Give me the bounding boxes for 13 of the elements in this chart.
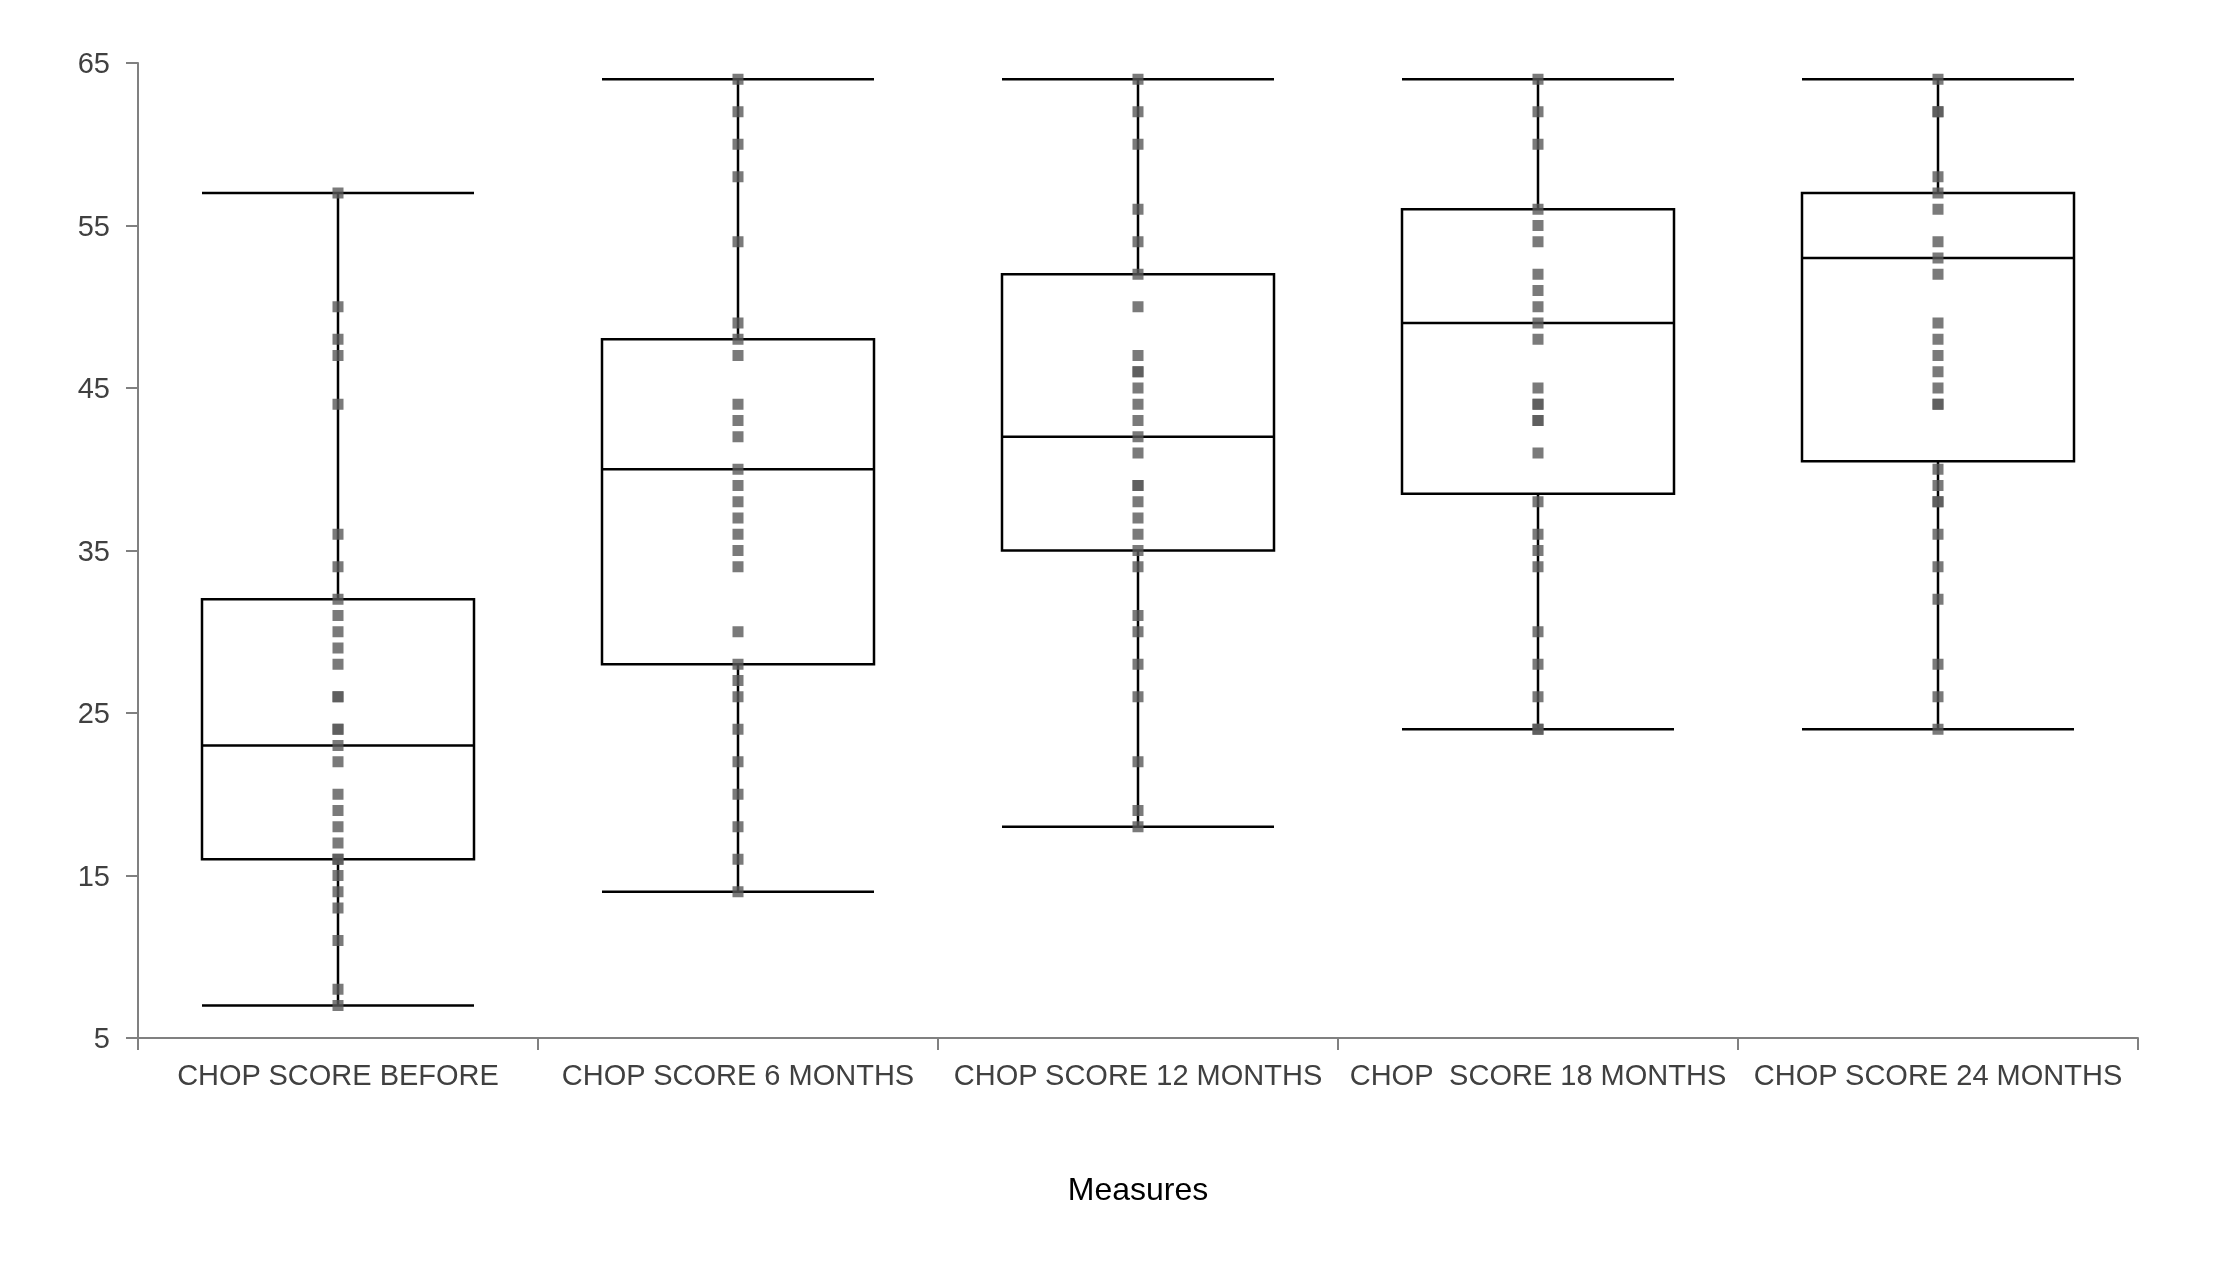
x-tick-label: CHOP SCORE 6 MONTHS xyxy=(561,1058,915,1091)
y-tick-label: 15 xyxy=(77,859,110,892)
y-tick-label: 45 xyxy=(77,372,110,404)
y-tick-label: 35 xyxy=(77,534,110,567)
x-tick-label: CHOP SCORE 18 MONTHS xyxy=(1349,1058,1727,1091)
x-axis-title: Measures xyxy=(1067,1171,1209,1207)
y-tick-label: 55 xyxy=(77,209,110,242)
y-tick-label: 25 xyxy=(77,697,110,729)
y-tick-label: 5 xyxy=(93,1022,110,1054)
x-tick-label: CHOP SCORE 12 MONTHS xyxy=(953,1058,1323,1091)
x-tick-label: CHOP SCORE BEFORE xyxy=(177,1058,499,1091)
x-tick-label: CHOP SCORE 24 MONTHS xyxy=(1753,1058,2123,1091)
y-tick-label: 65 xyxy=(77,47,110,79)
